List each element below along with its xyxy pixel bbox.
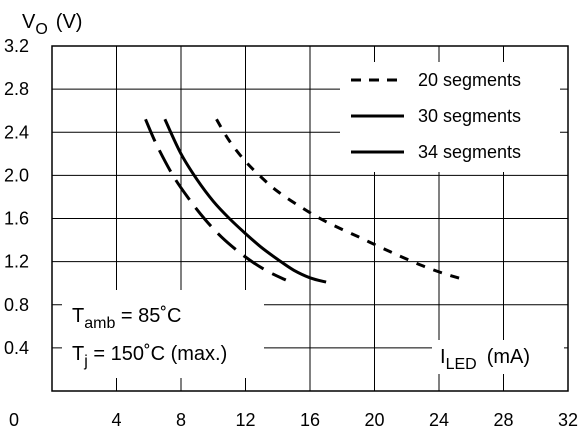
legend: 20 segments 30 segments 34 segments: [340, 62, 560, 172]
x-tick-label: 24: [429, 410, 449, 430]
annotation-tj: Tj = 150˚C (max.): [72, 343, 227, 370]
y-tick-label: 0.4: [4, 338, 29, 358]
series-lines: [144, 118, 467, 284]
legend-label-2: 34 segments: [418, 142, 521, 162]
legend-label-0: 20 segments: [418, 70, 521, 90]
annotation-background: [62, 290, 264, 378]
legend-label-1: 30 segments: [418, 106, 521, 126]
x-tick-label: 4: [111, 410, 121, 430]
annotation-tamb: Tamb = 85˚C: [72, 305, 182, 332]
x-tick-label: 20: [364, 410, 384, 430]
y-tick-label: 2.0: [4, 165, 29, 185]
y-tick-label: 2.8: [4, 79, 29, 99]
x-tick-label: 12: [235, 410, 255, 430]
plot-frame: [51, 45, 569, 392]
tick-labels: 0 4 8 12 16 20 24 28 32 3.2 2.8 2.4 2.0 1.6 1.2 0.8 0.4: [4, 36, 578, 430]
x-tick-label: 28: [493, 410, 513, 430]
series-line-1: [163, 118, 327, 284]
y-axis-label: VO (V): [22, 11, 82, 38]
x-tick-label: 32: [558, 410, 578, 430]
y-tick-label: 3.2: [4, 36, 29, 56]
series-line-2: [144, 118, 287, 282]
x-axis-label: ILED (mA): [440, 346, 530, 373]
x-tick-label: 8: [176, 410, 186, 430]
x-tick-label: 16: [300, 410, 320, 430]
x-tick-label: 0: [9, 410, 19, 430]
y-tick-label: 2.4: [4, 122, 29, 142]
x-label-background: [432, 340, 564, 374]
y-tick-label: 1.2: [4, 252, 29, 272]
y-tick-label: 0.8: [4, 295, 29, 315]
y-tick-label: 1.6: [4, 209, 29, 229]
